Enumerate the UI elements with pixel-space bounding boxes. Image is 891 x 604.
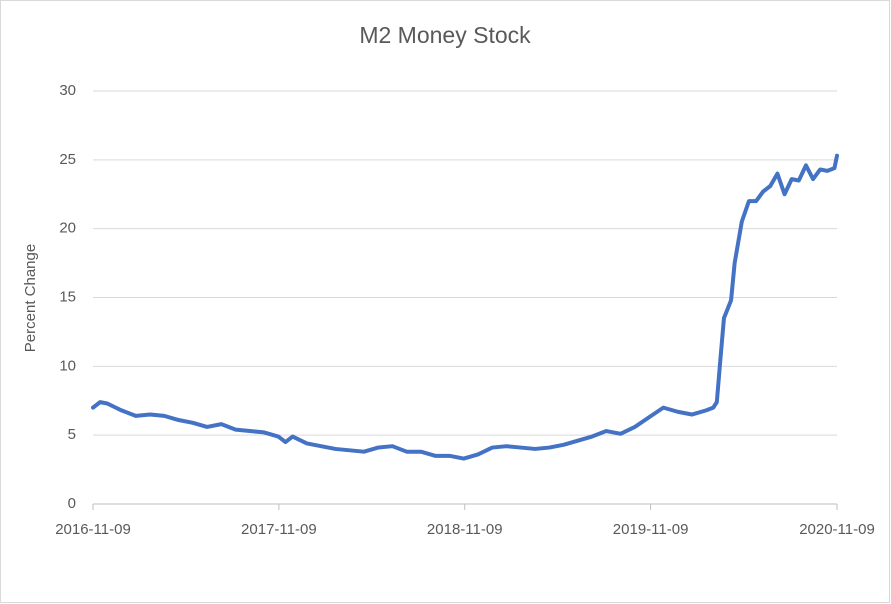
x-tick-label: 2017-11-09 — [241, 521, 317, 538]
x-tick-label: 2019-11-09 — [613, 521, 689, 538]
chart-title: M2 Money Stock — [359, 22, 531, 48]
x-tick-label: 2016-11-09 — [55, 521, 131, 538]
data-line — [91, 153, 839, 461]
y-axis-label: Percent Change — [22, 244, 39, 352]
x-tick-label: 2018-11-09 — [427, 521, 503, 538]
y-tick-label: 10 — [59, 357, 76, 374]
y-tick-label: 30 — [59, 82, 76, 99]
y-tick-label: 25 — [59, 151, 76, 168]
y-tick-label: 5 — [68, 426, 76, 443]
y-tick-label: 20 — [59, 220, 76, 237]
y-tick-label: 0 — [68, 495, 76, 512]
x-tick-label: 2020-11-09 — [799, 521, 875, 538]
y-tick-label: 15 — [59, 288, 76, 305]
